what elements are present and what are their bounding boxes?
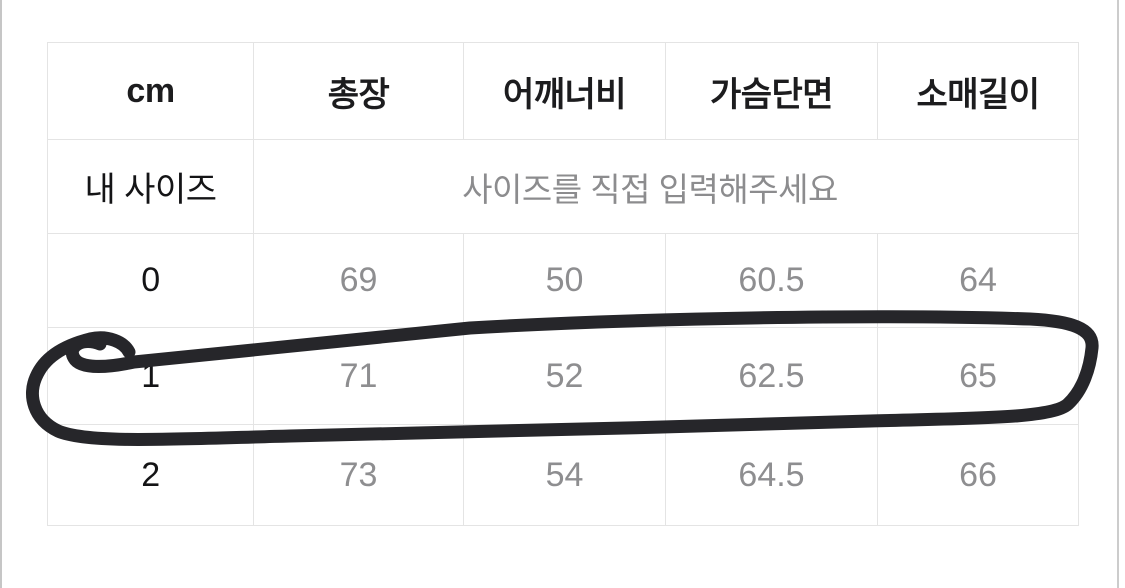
shoulder-width-value: 54 bbox=[463, 424, 666, 526]
table-header-row: cm 총장 어깨너비 가슴단면 소매길이 bbox=[47, 42, 1079, 140]
total-length-value: 73 bbox=[253, 424, 464, 526]
size-chart-table: cm 총장 어깨너비 가슴단면 소매길이 내 사이즈 사이즈를 직접 입력해주세… bbox=[47, 42, 1079, 526]
size-label: 0 bbox=[47, 233, 254, 328]
header-cell-chest-width: 가슴단면 bbox=[665, 42, 878, 140]
my-size-placeholder: 사이즈를 직접 입력해주세요 bbox=[462, 170, 838, 208]
size-row-0[interactable]: 0 69 50 60.5 64 bbox=[47, 233, 1079, 328]
header-cell-total-length: 총장 bbox=[253, 42, 464, 140]
sleeve-length-value: 65 bbox=[877, 327, 1079, 425]
total-length-value: 69 bbox=[253, 233, 464, 328]
shoulder-width-value: 50 bbox=[463, 233, 666, 328]
shoulder-width-value: 52 bbox=[463, 327, 666, 425]
chest-width-value: 64.5 bbox=[665, 424, 878, 526]
header-cell-shoulder-width: 어깨너비 bbox=[463, 42, 666, 140]
my-size-label: 내 사이즈 bbox=[47, 139, 254, 234]
size-row-2[interactable]: 2 73 54 64.5 66 bbox=[47, 424, 1079, 526]
size-row-1[interactable]: 1 71 52 62.5 65 bbox=[47, 327, 1079, 425]
size-label: 2 bbox=[47, 424, 254, 526]
header-cell-sleeve-length: 소매길이 bbox=[877, 42, 1079, 140]
chest-width-value: 60.5 bbox=[665, 233, 878, 328]
screen-left-edge-line bbox=[0, 0, 2, 588]
header-cell-unit: cm bbox=[47, 42, 254, 140]
my-size-input-cell[interactable]: 사이즈를 직접 입력해주세요 bbox=[253, 139, 1079, 234]
total-length-value: 71 bbox=[253, 327, 464, 425]
sleeve-length-value: 64 bbox=[877, 233, 1079, 328]
size-label: 1 bbox=[47, 327, 254, 425]
screen-right-edge-line bbox=[1117, 0, 1119, 588]
my-size-row: 내 사이즈 사이즈를 직접 입력해주세요 bbox=[47, 139, 1079, 234]
sleeve-length-value: 66 bbox=[877, 424, 1079, 526]
chest-width-value: 62.5 bbox=[665, 327, 878, 425]
